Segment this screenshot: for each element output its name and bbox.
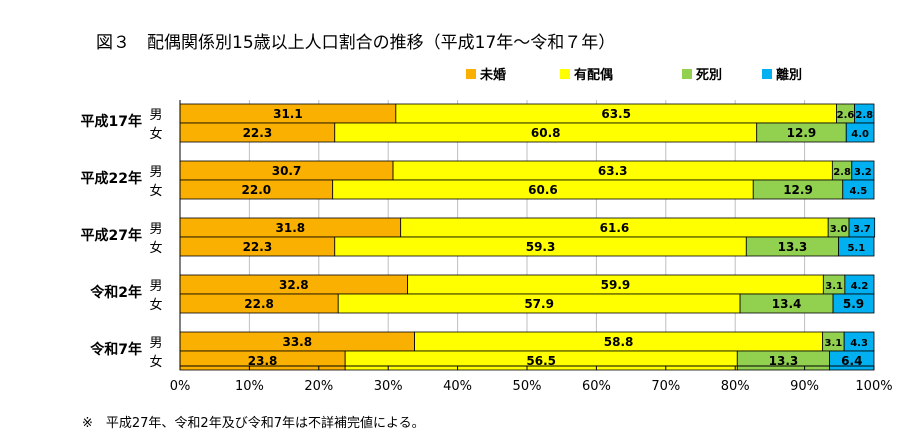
bar-label-0-0-2: 2.6 <box>837 110 855 121</box>
x-tick-label-10: 100% <box>855 379 892 394</box>
bar-label-2-0-3: 3.7 <box>853 224 871 235</box>
group-label-2: 平成27年 <box>81 227 142 244</box>
x-tick-label-7: 70% <box>651 379 680 394</box>
bar-label-3-1-3: 5.9 <box>843 297 864 311</box>
legend-label-1: 有配偶 <box>574 67 613 83</box>
bar-segment-2-1-3 <box>838 236 875 257</box>
bar-label-2-0-0: 31.8 <box>276 221 306 235</box>
bar-label-2-1-3: 5.1 <box>847 243 865 254</box>
group-label-0: 平成17年 <box>81 113 142 130</box>
group-label-3: 令和2年 <box>89 284 142 301</box>
footnote: ※ 平成27年、令和2年及び令和7年は不詳補完値による。 <box>82 415 425 431</box>
bar-label-3-0-1: 59.9 <box>601 278 631 292</box>
legend-swatch-3 <box>762 69 772 79</box>
group-label-1: 平成22年 <box>81 170 142 187</box>
sex-label-0-1: 女 <box>149 126 162 142</box>
bar-label-1-0-1: 63.3 <box>598 164 628 178</box>
bar-label-2-0-2: 3.0 <box>830 224 848 235</box>
legend-label-2: 死別 <box>696 68 722 83</box>
bar-label-4-0-0: 33.8 <box>282 335 312 349</box>
bar-label-2-0-1: 61.6 <box>600 221 630 235</box>
sex-label-3-1: 女 <box>149 297 162 313</box>
chart-title: 図３ 配偶関係別15歳以上人口割合の推移（平成17年～令和７年） <box>96 33 615 53</box>
bar-label-4-1-1: 56.5 <box>526 354 556 368</box>
sex-label-4-1: 女 <box>149 354 162 370</box>
bar-label-1-1-2: 12.9 <box>783 183 813 197</box>
bar-label-0-1-2: 12.9 <box>787 126 817 140</box>
legend-swatch-0 <box>466 69 476 79</box>
sex-label-2-0: 男 <box>149 222 162 237</box>
bar-label-4-0-3: 4.3 <box>850 338 868 349</box>
legend-swatch-2 <box>682 69 692 79</box>
bars: 31.1 63.5 2.6 2.822.3 60.8 12.9 4.030.7 63.3 2.8… <box>179 103 876 371</box>
bar-label-0-0-1: 63.5 <box>601 107 631 121</box>
x-tick-label-3: 30% <box>374 379 403 394</box>
bar-label-3-1-2: 13.4 <box>772 297 802 311</box>
bar-label-2-1-2: 13.3 <box>778 240 808 254</box>
bar-label-1-0-3: 3.2 <box>854 167 872 178</box>
bar-segment-0-1-3 <box>845 122 875 143</box>
legend-label-3: 離別 <box>776 67 802 83</box>
bar-label-4-1-0: 23.8 <box>248 354 278 368</box>
x-tick-label-5: 50% <box>513 379 542 394</box>
bar-label-0-1-1: 60.8 <box>531 126 561 140</box>
bar-label-1-1-1: 60.6 <box>528 183 558 197</box>
x-tick-label-1: 10% <box>235 379 264 394</box>
bar-label-1-0-0: 30.7 <box>272 164 302 178</box>
bar-label-0-1-0: 22.3 <box>243 126 273 140</box>
bar-label-3-0-0: 32.8 <box>279 278 309 292</box>
sex-label-2-1: 女 <box>149 240 162 256</box>
x-tick-label-2: 20% <box>304 379 333 394</box>
x-tick-label-9: 90% <box>790 379 819 394</box>
bar-label-3-0-2: 3.1 <box>825 281 843 292</box>
legend: 未婚 有配偶 死別 離別 <box>466 67 802 83</box>
x-tick-label-6: 60% <box>582 379 611 394</box>
x-axis: 0% 10% 20% 30% 40% 50% 60% 70% 80% 90% 100% <box>170 100 893 394</box>
x-tick-label-8: 80% <box>721 379 750 394</box>
legend-label-0: 未婚 <box>479 67 506 83</box>
bar-label-4-1-2: 13.3 <box>769 354 799 368</box>
bar-label-1-1-3: 4.5 <box>850 186 868 197</box>
bar-segment-4-1-3 <box>829 350 875 371</box>
bar-label-0-0-3: 2.8 <box>855 110 873 121</box>
sex-label-1-0: 男 <box>149 165 162 180</box>
bar-label-3-0-3: 4.2 <box>851 281 869 292</box>
bar-label-4-0-2: 3.1 <box>825 338 843 349</box>
bar-label-3-1-0: 22.8 <box>244 297 274 311</box>
x-tick-label-0: 0% <box>170 379 191 394</box>
bar-label-1-1-0: 22.0 <box>242 183 272 197</box>
bar-segment-3-1-3 <box>832 293 875 314</box>
bar-label-4-0-1: 58.8 <box>604 335 634 349</box>
sex-label-1-1: 女 <box>149 183 162 199</box>
legend-swatch-1 <box>560 69 570 79</box>
sex-label-4-0: 男 <box>149 336 162 351</box>
bar-segment-1-1-3 <box>842 179 875 200</box>
bar-label-3-1-1: 57.9 <box>524 297 554 311</box>
bar-label-2-1-1: 59.3 <box>526 240 556 254</box>
x-tick-label-4: 40% <box>443 379 472 394</box>
bar-label-2-1-0: 22.3 <box>243 240 273 254</box>
bar-label-1-0-2: 2.8 <box>833 167 851 178</box>
sex-label-3-0: 男 <box>149 279 162 294</box>
group-label-4: 令和7年 <box>89 341 142 358</box>
bar-label-0-0-0: 31.1 <box>273 107 303 121</box>
bar-label-0-1-3: 4.0 <box>851 129 869 140</box>
bar-label-4-1-3: 6.4 <box>841 354 862 368</box>
sex-label-0-0: 男 <box>149 108 162 123</box>
